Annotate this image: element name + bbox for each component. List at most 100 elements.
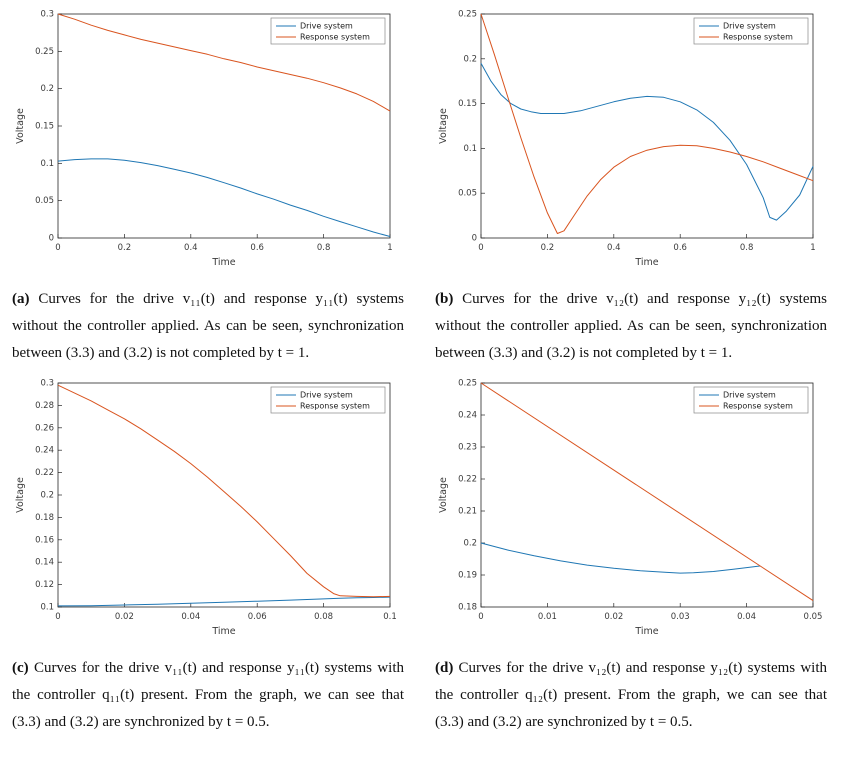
y-axis-label: Voltage [15,477,26,513]
x-tick-label: 0.02 [604,612,623,622]
legend-label: Drive system [300,22,353,31]
legend-box [270,386,386,414]
x-tick-label: 0.6 [250,243,264,253]
y-tick-label: 0.3 [40,10,54,20]
y-tick-label: 0.23 [458,443,477,453]
legend-box [270,17,386,45]
x-axis-label: Time [211,257,235,268]
y-tick-label: 0.12 [35,580,54,590]
x-tick-label: 0.2 [541,243,555,253]
chart-svg: 0 0.01 0.02 0.03 0.04 0.05 0.18 0.19 0.2 0.21 0.22… [435,375,827,641]
chart-svg: 0 0.2 0.4 0.6 0.8 1 0 0.05 0.1 0.15 0.2 0.25 Time Vol… [435,6,827,272]
legend-label: Response system [723,33,793,42]
chart-svg: 0 0.02 0.04 0.06 0.08 0.1 0.1 0.12 0.14 0.16 0.18 0… [12,375,404,641]
x-tick-label: 0 [55,243,60,253]
chart-background [435,6,827,272]
y-tick-label: 0.2 [40,84,54,94]
figure-grid: 0 0.2 0.4 0.6 0.8 1 0 0.05 0.1 0.15 0.2 0.25 0.3 Time… [12,6,832,736]
y-tick-label: 0.24 [458,411,477,421]
plot-frame [480,382,814,608]
caption-d-label: (d) [435,660,454,676]
x-tick-label: 0.06 [248,612,267,622]
caption-b-label: (b) [435,291,454,307]
x-tick-label: 0.08 [314,612,333,622]
y-axis-label: Voltage [438,108,449,144]
legend-box [693,17,809,45]
y-tick-label: 0.1 [40,159,54,169]
y-tick-label: 0.19 [458,571,477,581]
caption-b-text: Curves for the drive v₁₂(t) and response… [435,291,828,361]
y-tick-label: 0.22 [458,475,477,485]
y-tick-label: 0.18 [35,513,54,523]
caption-c-text: Curves for the drive v₁₁(t) and response… [12,660,405,730]
y-tick-label: 0.1 [463,144,477,154]
legend-label: Drive system [723,22,776,31]
x-tick-label: 0 [55,612,60,622]
x-axis-label: Time [634,257,658,268]
x-tick-label: 1 [387,243,392,253]
y-tick-label: 0.15 [35,122,54,132]
series-line [480,542,760,574]
figure-page: 0 0.2 0.4 0.6 0.8 1 0 0.05 0.1 0.15 0.2 0.25 0.3 Time… [12,6,832,736]
chart-background [12,6,404,272]
y-tick-label: 0.2 [463,54,477,64]
caption-c-label: (c) [12,660,29,676]
y-tick-label: 0.25 [458,10,477,20]
x-tick-label: 0.8 [317,243,331,253]
x-tick-label: 0.04 [181,612,200,622]
legend-label: Drive system [723,391,776,400]
x-tick-label: 0.03 [671,612,690,622]
chart-d: 0 0.01 0.02 0.03 0.04 0.05 0.18 0.19 0.2 0.21 0.22… [435,375,827,641]
y-tick-label: 0.14 [35,558,54,568]
series-line [480,63,814,221]
y-tick-label: 0.2 [40,491,54,501]
y-tick-label: 0.26 [35,423,54,433]
y-axis-label: Voltage [438,477,449,513]
legend-label: Response system [300,402,370,411]
legend-box [693,386,809,414]
figure-a: 0 0.2 0.4 0.6 0.8 1 0 0.05 0.1 0.15 0.2 0.25 0.3 Time… [12,6,409,367]
x-tick-label: 0.4 [607,243,621,253]
chart-background [435,375,827,641]
x-tick-label: 0.02 [115,612,134,622]
y-tick-label: 0.05 [458,189,477,199]
x-tick-label: 0 [478,612,483,622]
chart-background [12,375,404,641]
y-tick-label: 0 [472,234,477,244]
y-tick-label: 0.15 [458,99,477,109]
plot-frame [480,13,814,239]
y-tick-label: 0.18 [458,603,477,613]
legend-label: Response system [723,402,793,411]
caption-d: (d) Curves for the drive v₁₂(t) and resp… [435,655,827,736]
x-tick-label: 1 [810,243,815,253]
series-line [57,596,391,607]
x-tick-label: 0 [478,243,483,253]
y-tick-label: 0.05 [35,196,54,206]
y-axis-label: Voltage [15,108,26,144]
chart-b: 0 0.2 0.4 0.6 0.8 1 0 0.05 0.1 0.15 0.2 0.25 Time Vol… [435,6,827,272]
caption-a: (a) Curves for the drive v₁₁(t) and resp… [12,286,404,367]
x-tick-label: 0.04 [737,612,756,622]
x-axis-label: Time [634,626,658,637]
series-line [57,158,391,237]
x-tick-label: 0.1 [383,612,397,622]
caption-b: (b) Curves for the drive v₁₂(t) and resp… [435,286,827,367]
chart-c: 0 0.02 0.04 0.06 0.08 0.1 0.1 0.12 0.14 0.16 0.18 0… [12,375,404,641]
x-axis-label: Time [211,626,235,637]
figure-c: 0 0.02 0.04 0.06 0.08 0.1 0.1 0.12 0.14 0.16 0.18 0… [12,375,409,736]
legend-label: Response system [300,33,370,42]
caption-a-text: Curves for the drive v₁₁(t) and response… [12,291,405,361]
y-tick-label: 0 [49,234,54,244]
y-tick-label: 0.3 [40,379,54,389]
y-tick-label: 0.22 [35,468,54,478]
x-tick-label: 0.8 [740,243,754,253]
x-tick-label: 0.6 [673,243,687,253]
x-tick-label: 0.01 [538,612,557,622]
legend-label: Drive system [300,391,353,400]
chart-svg: 0 0.2 0.4 0.6 0.8 1 0 0.05 0.1 0.15 0.2 0.25 0.3 Time… [12,6,404,272]
x-tick-label: 0.05 [804,612,823,622]
y-tick-label: 0.1 [40,603,54,613]
caption-c: (c) Curves for the drive v₁₁(t) and resp… [12,655,404,736]
caption-a-label: (a) [12,291,30,307]
y-tick-label: 0.16 [35,535,54,545]
